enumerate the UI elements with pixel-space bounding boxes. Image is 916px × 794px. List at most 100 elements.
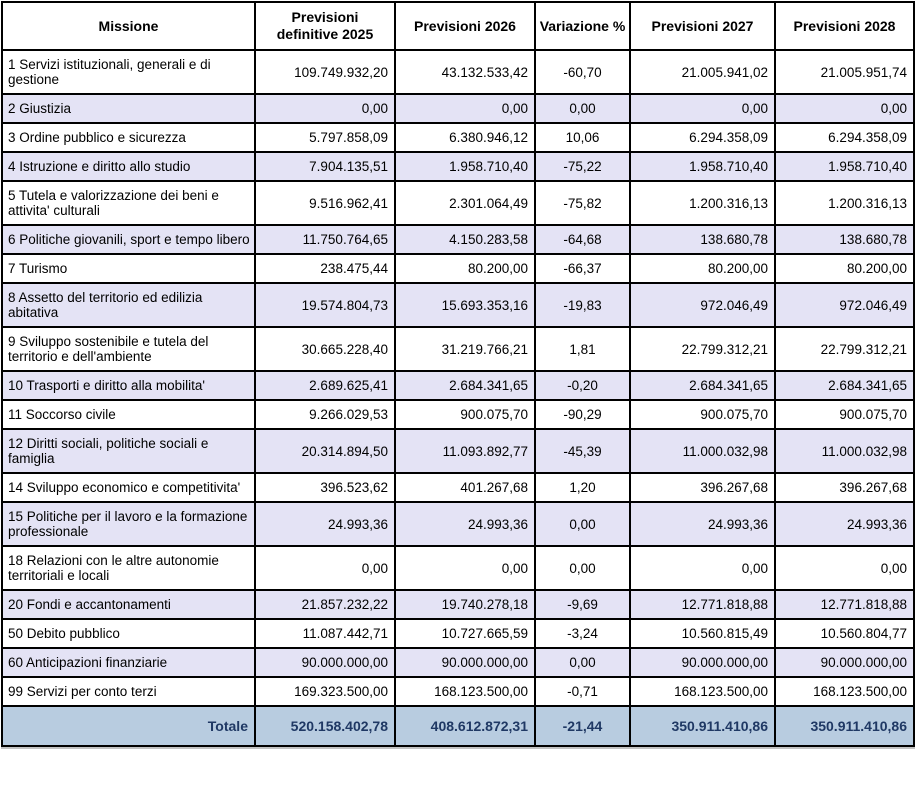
prev-2027-cell: 972.046,49 (629, 282, 776, 328)
table-row: 6 Politiche giovanili, sport e tempo lib… (1, 224, 915, 255)
prev-2027-cell: 2.684.341,65 (629, 370, 776, 401)
mission-cell: 50 Debito pubblico (1, 618, 256, 649)
variazione-cell: 1,81 (534, 326, 631, 372)
variazione-cell: -75,22 (534, 151, 631, 182)
total-prev-2027: 350.911.410,86 (629, 705, 776, 747)
variazione-cell: -0,71 (534, 676, 631, 707)
prev-2025-cell: 0,00 (254, 545, 396, 591)
prev-2026-cell: 10.727.665,59 (394, 618, 536, 649)
prev-2028-cell: 168.123.500,00 (774, 676, 915, 707)
prev-2027-cell: 10.560.815,49 (629, 618, 776, 649)
mission-cell: 9 Sviluppo sostenibile e tutela del terr… (1, 326, 256, 372)
prev-2028-cell: 24.993,36 (774, 501, 915, 547)
table-body: 1 Servizi istituzionali, generali e di g… (1, 49, 915, 707)
table-row: 18 Relazioni con le altre autonomie terr… (1, 545, 915, 591)
prev-2026-cell: 401.267,68 (394, 472, 536, 503)
column-header-previsioni-2027: Previsioni 2027 (629, 1, 776, 51)
total-row: Totale 520.158.402,78 408.612.872,31 -21… (1, 705, 915, 747)
prev-2028-cell: 138.680,78 (774, 224, 915, 255)
mission-cell: 15 Politiche per il lavoro e la formazio… (1, 501, 256, 547)
variazione-cell: -0,20 (534, 370, 631, 401)
prev-2028-cell: 22.799.312,21 (774, 326, 915, 372)
variazione-cell: -19,83 (534, 282, 631, 328)
prev-2025-cell: 169.323.500,00 (254, 676, 396, 707)
column-header-previsioni-definitive-2025: Previsioni definitive 2025 (254, 1, 396, 51)
prev-2025-cell: 19.574.804,73 (254, 282, 396, 328)
prev-2027-cell: 0,00 (629, 545, 776, 591)
prev-2027-cell: 22.799.312,21 (629, 326, 776, 372)
total-label: Totale (1, 705, 256, 747)
prev-2025-cell: 7.904.135,51 (254, 151, 396, 182)
prev-2028-cell: 6.294.358,09 (774, 122, 915, 153)
mission-cell: 99 Servizi per conto terzi (1, 676, 256, 707)
variazione-cell: 0,00 (534, 545, 631, 591)
prev-2027-cell: 12.771.818,88 (629, 589, 776, 620)
variazione-cell: -45,39 (534, 428, 631, 474)
table-row: 2 Giustizia 0,00 0,00 0,00 0,00 0,00 (1, 93, 915, 124)
prev-2028-cell: 21.005.951,74 (774, 49, 915, 95)
prev-2027-cell: 80.200,00 (629, 253, 776, 284)
prev-2026-cell: 19.740.278,18 (394, 589, 536, 620)
prev-2025-cell: 24.993,36 (254, 501, 396, 547)
prev-2026-cell: 6.380.946,12 (394, 122, 536, 153)
prev-2027-cell: 11.000.032,98 (629, 428, 776, 474)
table-row: 8 Assetto del territorio ed edilizia abi… (1, 282, 915, 328)
variazione-cell: 0,00 (534, 647, 631, 678)
prev-2028-cell: 12.771.818,88 (774, 589, 915, 620)
prev-2026-cell: 11.093.892,77 (394, 428, 536, 474)
prev-2027-cell: 1.200.316,13 (629, 180, 776, 226)
mission-cell: 3 Ordine pubblico e sicurezza (1, 122, 256, 153)
prev-2027-cell: 1.958.710,40 (629, 151, 776, 182)
prev-2028-cell: 2.684.341,65 (774, 370, 915, 401)
prev-2026-cell: 0,00 (394, 93, 536, 124)
mission-cell: 20 Fondi e accantonamenti (1, 589, 256, 620)
variazione-cell: -90,29 (534, 399, 631, 430)
prev-2028-cell: 0,00 (774, 545, 915, 591)
table-row: 3 Ordine pubblico e sicurezza 5.797.858,0… (1, 122, 915, 153)
prev-2025-cell: 11.087.442,71 (254, 618, 396, 649)
prev-2028-cell: 0,00 (774, 93, 915, 124)
total-prev-2028: 350.911.410,86 (774, 705, 915, 747)
variazione-cell: 0,00 (534, 93, 631, 124)
mission-cell: 6 Politiche giovanili, sport e tempo lib… (1, 224, 256, 255)
prev-2028-cell: 90.000.000,00 (774, 647, 915, 678)
column-header-previsioni-2026: Previsioni 2026 (394, 1, 536, 51)
prev-2026-cell: 4.150.283,58 (394, 224, 536, 255)
mission-cell: 5 Tutela e valorizzazione dei beni e att… (1, 180, 256, 226)
table-row: 15 Politiche per il lavoro e la formazio… (1, 501, 915, 547)
prev-2028-cell: 900.075,70 (774, 399, 915, 430)
prev-2026-cell: 15.693.353,16 (394, 282, 536, 328)
variazione-cell: 0,00 (534, 501, 631, 547)
prev-2026-cell: 80.200,00 (394, 253, 536, 284)
prev-2027-cell: 396.267,68 (629, 472, 776, 503)
column-header-missione: Missione (1, 1, 256, 51)
prev-2028-cell: 972.046,49 (774, 282, 915, 328)
prev-2026-cell: 24.993,36 (394, 501, 536, 547)
prev-2026-cell: 168.123.500,00 (394, 676, 536, 707)
table-footer: Totale 520.158.402,78 408.612.872,31 -21… (1, 705, 915, 747)
mission-cell: 11 Soccorso civile (1, 399, 256, 430)
prev-2027-cell: 24.993,36 (629, 501, 776, 547)
prev-2026-cell: 0,00 (394, 545, 536, 591)
table-row: 60 Anticipazioni finanziarie 90.000.000,0… (1, 647, 915, 678)
prev-2026-cell: 90.000.000,00 (394, 647, 536, 678)
prev-2026-cell: 1.958.710,40 (394, 151, 536, 182)
mission-cell: 60 Anticipazioni finanziarie (1, 647, 256, 678)
mission-cell: 8 Assetto del territorio ed edilizia abi… (1, 282, 256, 328)
prev-2025-cell: 30.665.228,40 (254, 326, 396, 372)
variazione-cell: 1,20 (534, 472, 631, 503)
mission-cell: 7 Turismo (1, 253, 256, 284)
prev-2025-cell: 9.516.962,41 (254, 180, 396, 226)
prev-2026-cell: 43.132.533,42 (394, 49, 536, 95)
variazione-cell: -75,82 (534, 180, 631, 226)
prev-2027-cell: 90.000.000,00 (629, 647, 776, 678)
prev-2025-cell: 11.750.764,65 (254, 224, 396, 255)
mission-cell: 2 Giustizia (1, 93, 256, 124)
prev-2028-cell: 10.560.804,77 (774, 618, 915, 649)
table-row: 99 Servizi per conto terzi 169.323.500,00… (1, 676, 915, 707)
prev-2028-cell: 80.200,00 (774, 253, 915, 284)
table-row: 9 Sviluppo sostenibile e tutela del terr… (1, 326, 915, 372)
mission-cell: 12 Diritti sociali, politiche sociali e … (1, 428, 256, 474)
variazione-cell: 10,06 (534, 122, 631, 153)
prev-2027-cell: 900.075,70 (629, 399, 776, 430)
